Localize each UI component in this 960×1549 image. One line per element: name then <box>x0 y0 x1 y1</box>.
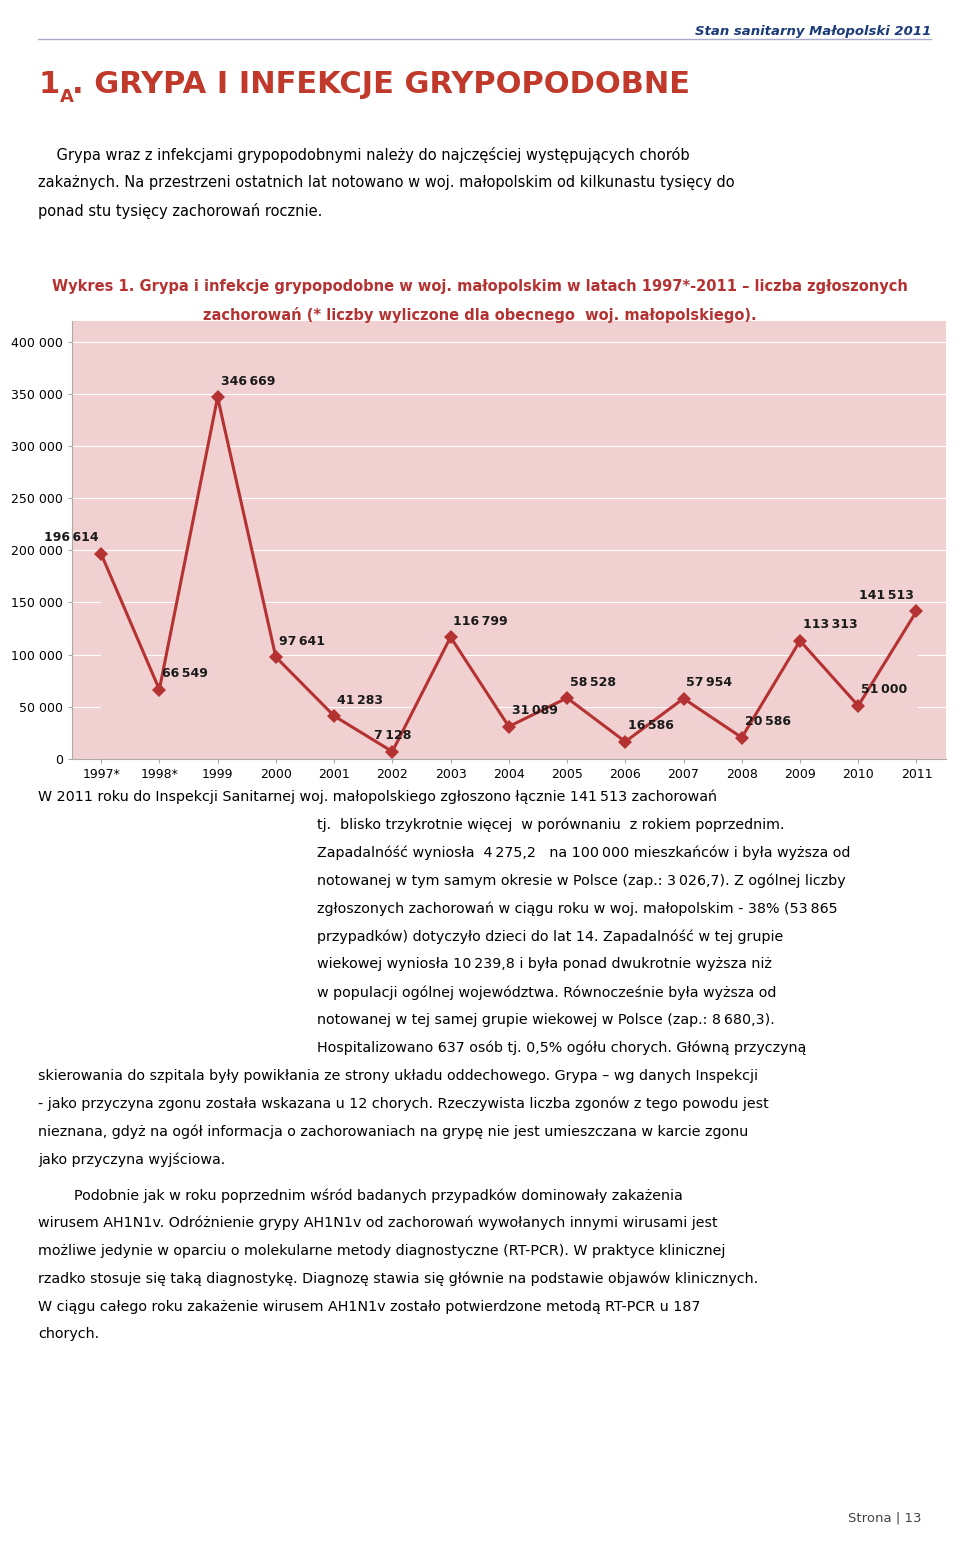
Text: Stan sanitarny Małopolski 2011: Stan sanitarny Małopolski 2011 <box>695 25 931 37</box>
Text: możliwe jedynie w oparciu o molekularne metody diagnostyczne (RT-PCR). W praktyc: możliwe jedynie w oparciu o molekularne … <box>38 1244 726 1258</box>
Text: Grypa wraz z infekcjami grypopodobnymi należy do najczęściej występujących choró: Grypa wraz z infekcjami grypopodobnymi n… <box>38 147 690 163</box>
Text: przypadków) dotyczyło dzieci do lat 14. Zapadalnóść w tej grupie: przypadków) dotyczyło dzieci do lat 14. … <box>317 929 783 943</box>
Text: 7 128: 7 128 <box>373 730 411 742</box>
Text: tj.  blisko trzykrotnie więcej  w porównaniu  z rokiem poprzednim.: tj. blisko trzykrotnie więcej w porównan… <box>317 818 784 832</box>
Text: skierowania do szpitala były powikłania ze strony układu oddechowego. Grypa – wg: skierowania do szpitala były powikłania … <box>38 1069 758 1083</box>
Text: Zapadalnóść wyniosła  4 275,2   na 100 000 mieszkańców i była wyższa od: Zapadalnóść wyniosła 4 275,2 na 100 000 … <box>317 846 851 860</box>
Text: Hospitalizowano 637 osób tj. 0,5% ogółu chorych. Główną przyczyną: Hospitalizowano 637 osób tj. 0,5% ogółu … <box>317 1041 806 1055</box>
Text: . GRYPA I INFEKCJE GRYPOPODOBNE: . GRYPA I INFEKCJE GRYPOPODOBNE <box>72 70 690 99</box>
Text: rzadko stosuje się taką diagnostykę. Diagnozę stawia się głównie na podstawie ob: rzadko stosuje się taką diagnostykę. Dia… <box>38 1272 758 1286</box>
Text: notowanej w tym samym okresie w Polsce (zap.: 3 026,7). Z ogólnej liczby: notowanej w tym samym okresie w Polsce (… <box>317 874 846 888</box>
Text: - jako przyczyna zgonu została wskazana u 12 chorych. Rzeczywista liczba zgonów : - jako przyczyna zgonu została wskazana … <box>38 1097 769 1111</box>
Text: Wykres 1. Grypa i infekcje grypopodobne w woj. małopolskim w latach 1997*-2011 –: Wykres 1. Grypa i infekcje grypopodobne … <box>52 279 908 294</box>
Text: W 2011 roku do Inspekcji Sanitarnej woj. małopolskiego zgłoszono łącznie 141 513: W 2011 roku do Inspekcji Sanitarnej woj.… <box>38 790 717 804</box>
Text: 20 586: 20 586 <box>745 716 791 728</box>
Text: 346 669: 346 669 <box>221 375 275 387</box>
Text: 51 000: 51 000 <box>861 683 907 697</box>
Text: chorych.: chorych. <box>38 1327 100 1341</box>
Text: 1: 1 <box>38 70 60 99</box>
Text: 31 089: 31 089 <box>512 705 558 717</box>
Text: 58 528: 58 528 <box>570 675 616 688</box>
Text: A: A <box>60 88 73 107</box>
Text: Podobnie jak w roku poprzednim wśród badanych przypadków dominowały zakażenia: Podobnie jak w roku poprzednim wśród bad… <box>38 1188 684 1202</box>
Text: 57 954: 57 954 <box>686 675 732 689</box>
Text: Strona | 13: Strona | 13 <box>848 1512 922 1524</box>
Text: jako przyczyna wyjściowa.: jako przyczyna wyjściowa. <box>38 1152 226 1166</box>
Text: wirusem AH1N1v. Odróżnienie grypy AH1N1v od zachorowań wywołanych innymi wirusam: wirusem AH1N1v. Odróżnienie grypy AH1N1v… <box>38 1216 718 1230</box>
Text: 66 549: 66 549 <box>162 668 208 680</box>
Text: ponad stu tysięcy zachorowań rocznie.: ponad stu tysięcy zachorowań rocznie. <box>38 203 323 218</box>
Text: 196 614: 196 614 <box>43 531 98 544</box>
Text: 97 641: 97 641 <box>278 635 324 647</box>
Text: 113 313: 113 313 <box>803 618 857 632</box>
Text: W ciągu całego roku zakażenie wirusem AH1N1v zostało potwierdzone metodą RT-PCR : W ciągu całego roku zakażenie wirusem AH… <box>38 1300 701 1314</box>
Text: nieznana, gdyż na ogół informacja o zachorowaniach na grypę nie jest umieszczana: nieznana, gdyż na ogół informacja o zach… <box>38 1125 749 1139</box>
Text: 116 799: 116 799 <box>453 615 508 627</box>
Text: 141 513: 141 513 <box>858 589 914 603</box>
Text: wiekowej wyniosła 10 239,8 i była ponad dwukrotnie wyższa niż: wiekowej wyniosła 10 239,8 i była ponad … <box>317 957 772 971</box>
Text: 16 586: 16 586 <box>628 719 674 733</box>
Text: notowanej w tej samej grupie wiekowej w Polsce (zap.: 8 680,3).: notowanej w tej samej grupie wiekowej w … <box>317 1013 775 1027</box>
Text: zgłoszonych zachorowań w ciągu roku w woj. małopolskim - 38% (53 865: zgłoszonych zachorowań w ciągu roku w wo… <box>317 902 837 915</box>
Text: w populacji ogólnej województwa. Równocześnie była wyższa od: w populacji ogólnej województwa. Równocz… <box>317 985 777 999</box>
Text: zachorowań (* liczby wyliczone dla obecnego  woj. małopolskiego).: zachorowań (* liczby wyliczone dla obecn… <box>204 307 756 322</box>
Text: 41 283: 41 283 <box>337 694 383 706</box>
Text: zakażnych. Na przestrzeni ostatnich lat notowano w woj. małopolskim od kilkunast: zakażnych. Na przestrzeni ostatnich lat … <box>38 175 735 191</box>
